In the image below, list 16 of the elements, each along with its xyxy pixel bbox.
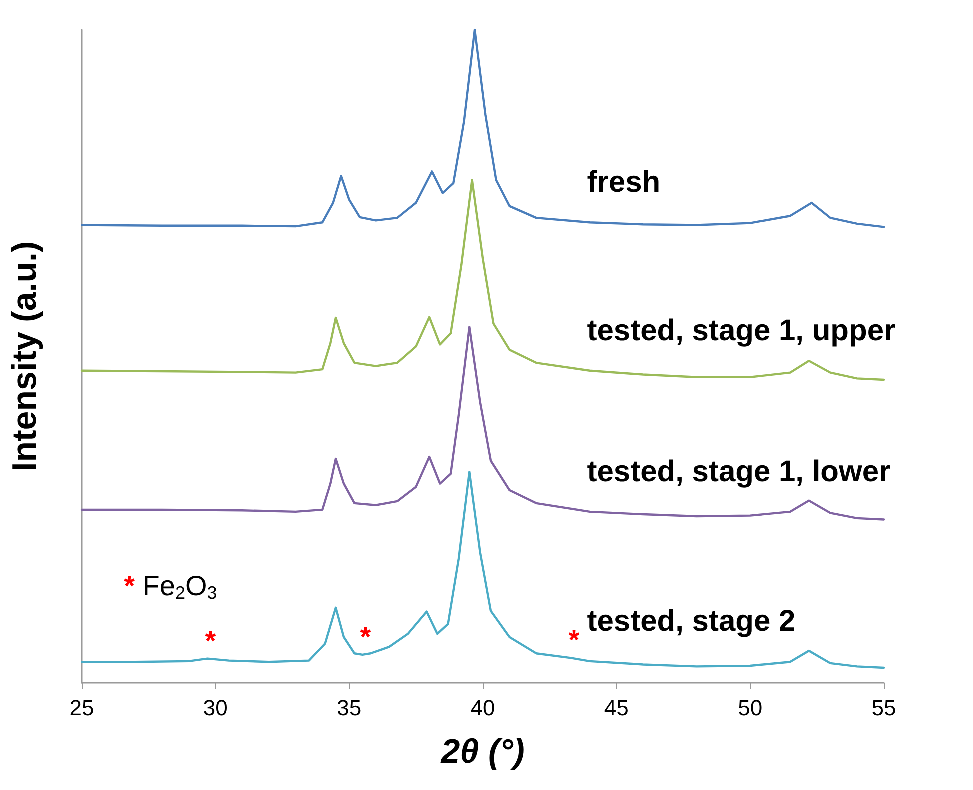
x-tick-label: 55 bbox=[872, 696, 896, 720]
annotation: * bbox=[205, 625, 216, 656]
annotation: * bbox=[568, 624, 580, 656]
x-tick-label: 35 bbox=[337, 696, 362, 720]
series-label: tested, stage 1, upper bbox=[587, 314, 896, 348]
series-label: fresh bbox=[587, 166, 661, 200]
series-label: tested, stage 1, lower bbox=[587, 455, 892, 488]
series-label: tested, stage 2 bbox=[587, 604, 796, 638]
x-tick-label: 50 bbox=[738, 696, 763, 720]
x-tick-label: 45 bbox=[604, 696, 629, 720]
x-axis-title: 2θ (°) bbox=[440, 733, 525, 771]
annotation: * bbox=[360, 621, 372, 652]
y-axis-title: Intensity (a.u.) bbox=[6, 241, 44, 472]
x-tick-label: 40 bbox=[470, 696, 496, 720]
x-tick-label: 25 bbox=[70, 696, 94, 720]
x-tick-label: 30 bbox=[203, 696, 228, 720]
